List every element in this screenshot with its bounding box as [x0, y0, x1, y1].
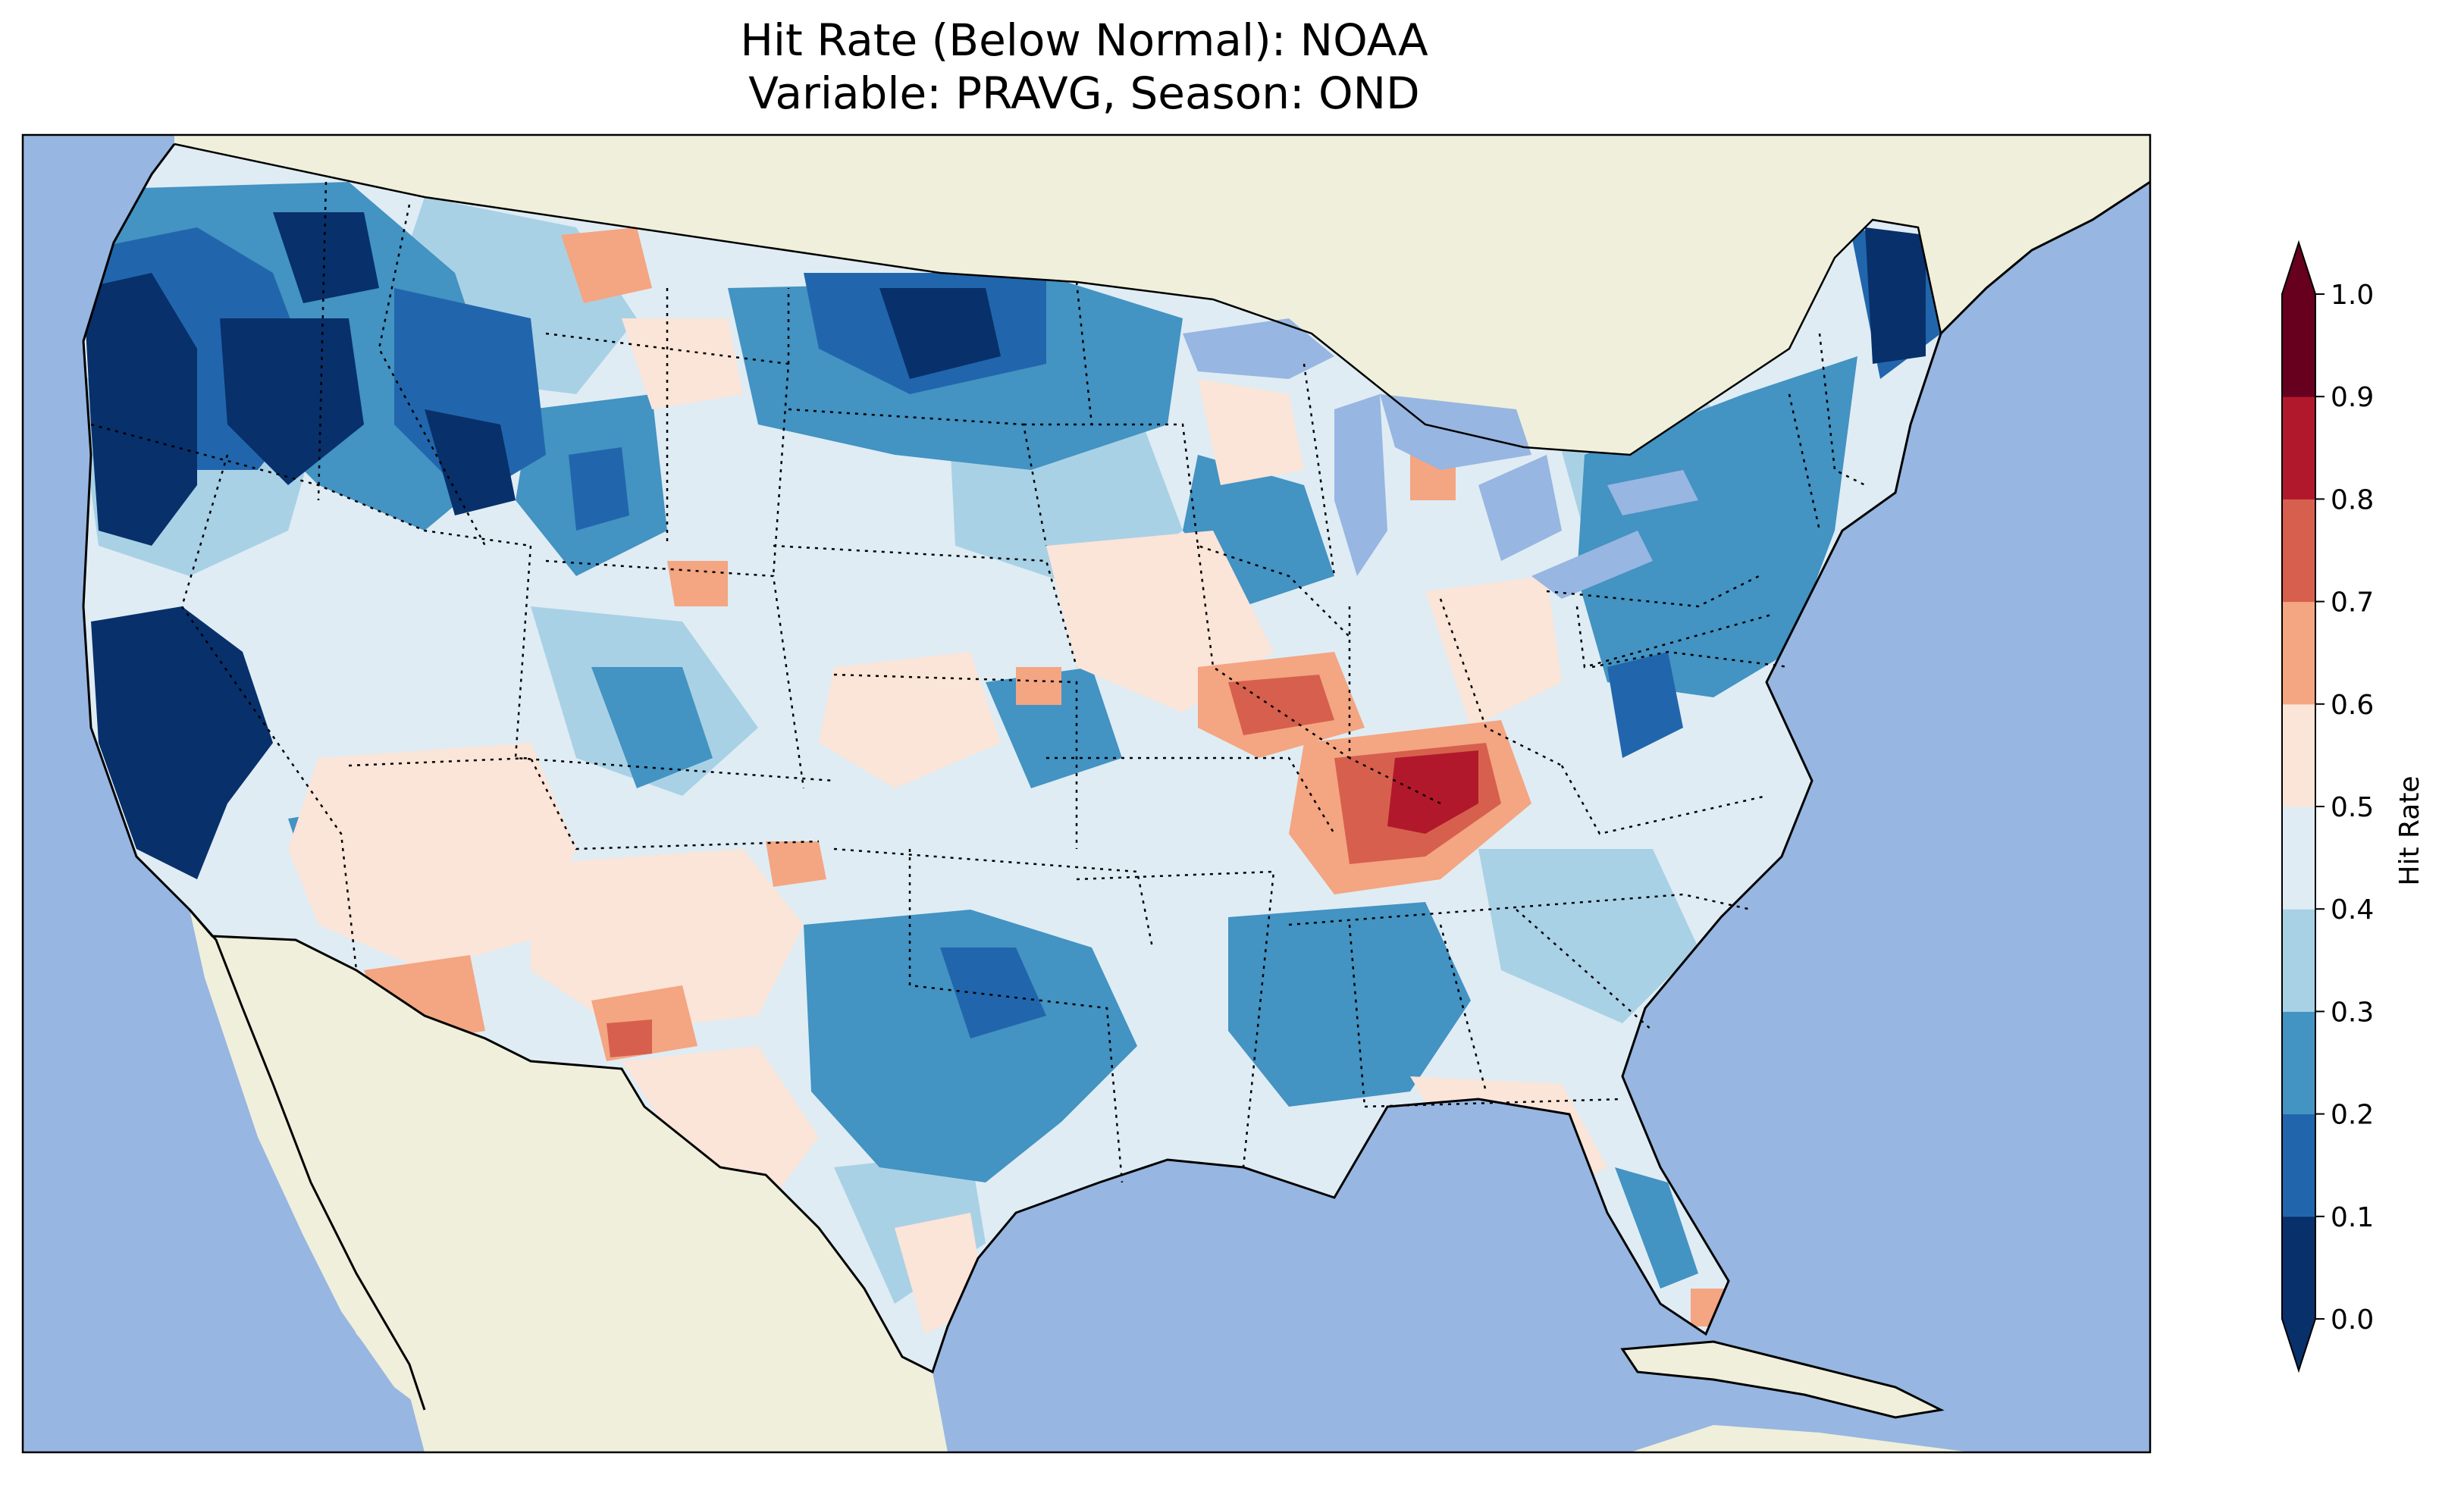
colorbar-tick-label: 0.4: [2331, 894, 2374, 926]
colorbar-tick-label: 0.3: [2331, 997, 2374, 1028]
colorbar-tick-label: 1.0: [2331, 280, 2374, 311]
colorbar-tick-label: 0.1: [2331, 1202, 2374, 1233]
colorbar-bin-5: [2282, 703, 2315, 807]
canada-land: [174, 135, 2150, 455]
colorbar-tick-label: 0.2: [2331, 1100, 2374, 1131]
colorbar-tick-label: 0.8: [2331, 484, 2374, 515]
cuba-coastline: [1620, 1340, 1945, 1419]
map-title-line-2: Variable: PRAVG, Season: OND: [748, 67, 1420, 119]
colorbar-tick-label: 0.9: [2331, 382, 2374, 413]
state-borders: [90, 181, 1866, 1183]
map-title-line-1: Hit Rate (Below Normal): NOAA: [740, 14, 1428, 66]
baja-land: [190, 910, 425, 1410]
hit-rate-field: [83, 182, 1941, 1334]
colorbar-bin-8: [2282, 396, 2315, 500]
colorbar-label: Hit Rate: [2394, 775, 2425, 885]
baja-coastline: [188, 909, 426, 1411]
us-mexico-border: [212, 935, 904, 1358]
colorbar-bin-1: [2282, 1113, 2315, 1217]
us-canada-border: [174, 143, 1942, 456]
colorbar-extension-bottom: [2282, 1319, 2315, 1370]
colorbar-bin-7: [2282, 499, 2315, 603]
colorbar-extension-top: [2282, 243, 2315, 294]
colorbar-bin-6: [2282, 601, 2315, 705]
mexico-land: [212, 936, 948, 1452]
colorbar-tick-label: 0.0: [2331, 1305, 2374, 1336]
colorbar-tick-label: 0.6: [2331, 690, 2374, 721]
cuba-land: [1622, 1342, 1941, 1417]
colorbar-tick-label: 0.5: [2331, 792, 2374, 823]
colorbar-bin-4: [2282, 807, 2315, 910]
colorbar-tick-label: 0.7: [2331, 587, 2374, 619]
colorbar-bin-3: [2282, 909, 2315, 1012]
south-america-land: [1630, 1425, 1971, 1452]
map-frame: [21, 133, 2152, 1454]
colorbar-bin-9: [2282, 294, 2315, 397]
colorbar-bins: [2282, 294, 2315, 1320]
colorbar-bin-2: [2282, 1011, 2315, 1115]
colorbar-ticks: 0.0 0.1 0.2 0.3 0.4 0.5 0.6 0.7 0.8 0.9 1.0: [2315, 280, 2374, 1336]
colorbar-bin-0: [2282, 1216, 2315, 1320]
